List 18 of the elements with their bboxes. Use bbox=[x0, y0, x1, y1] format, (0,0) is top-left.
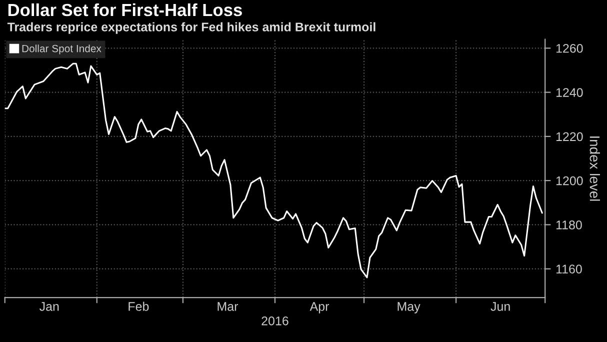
y-tick-label: 1260 bbox=[556, 44, 583, 53]
y-tick-label: 1200 bbox=[556, 176, 583, 186]
x-tick-label: Jan bbox=[40, 302, 59, 311]
x-tick-label: Apr bbox=[310, 302, 330, 314]
legend-label: Dollar Spot Index bbox=[22, 44, 102, 54]
x-tick-label: Feb bbox=[128, 302, 149, 311]
chart-title: Dollar Set for First-Half Loss bbox=[8, 3, 242, 16]
x-tick-label: Mar bbox=[218, 302, 238, 311]
y-tick-label: 1160 bbox=[556, 264, 582, 274]
line-series bbox=[4, 62, 543, 278]
chart-subtitle: Traders reprice expectations for Fed hikes amid Brexit turmoil bbox=[7, 22, 376, 34]
y-tick-label: 1240 bbox=[556, 88, 583, 97]
y-axis-title: Index level bbox=[590, 136, 600, 201]
x-axis-title: 2016 bbox=[262, 316, 288, 326]
x-tick-label: Jun bbox=[490, 302, 510, 311]
x-tick-label: May bbox=[398, 302, 420, 314]
y-tick-label: 1220 bbox=[556, 132, 583, 142]
y-tick-label: 1180 bbox=[556, 220, 582, 230]
